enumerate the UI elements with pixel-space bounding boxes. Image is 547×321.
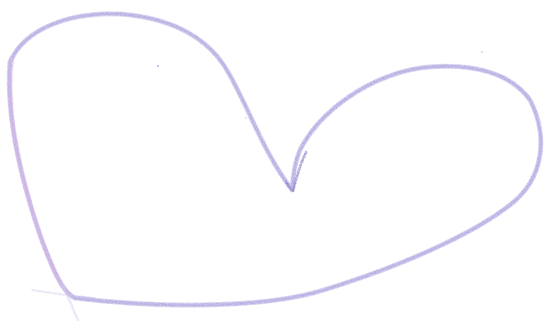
heart-tail-stroke xyxy=(60,283,80,321)
crayon-fleck xyxy=(481,51,483,53)
crayon-fleck xyxy=(245,117,247,119)
heart-outline-underlay xyxy=(6,11,544,308)
heart-dip-accent xyxy=(284,150,308,193)
heart-bottom-extension xyxy=(31,289,96,299)
heart-left-edge-stroke xyxy=(8,56,70,296)
heart-outline xyxy=(7,12,543,307)
crayon-fleck xyxy=(156,64,160,68)
